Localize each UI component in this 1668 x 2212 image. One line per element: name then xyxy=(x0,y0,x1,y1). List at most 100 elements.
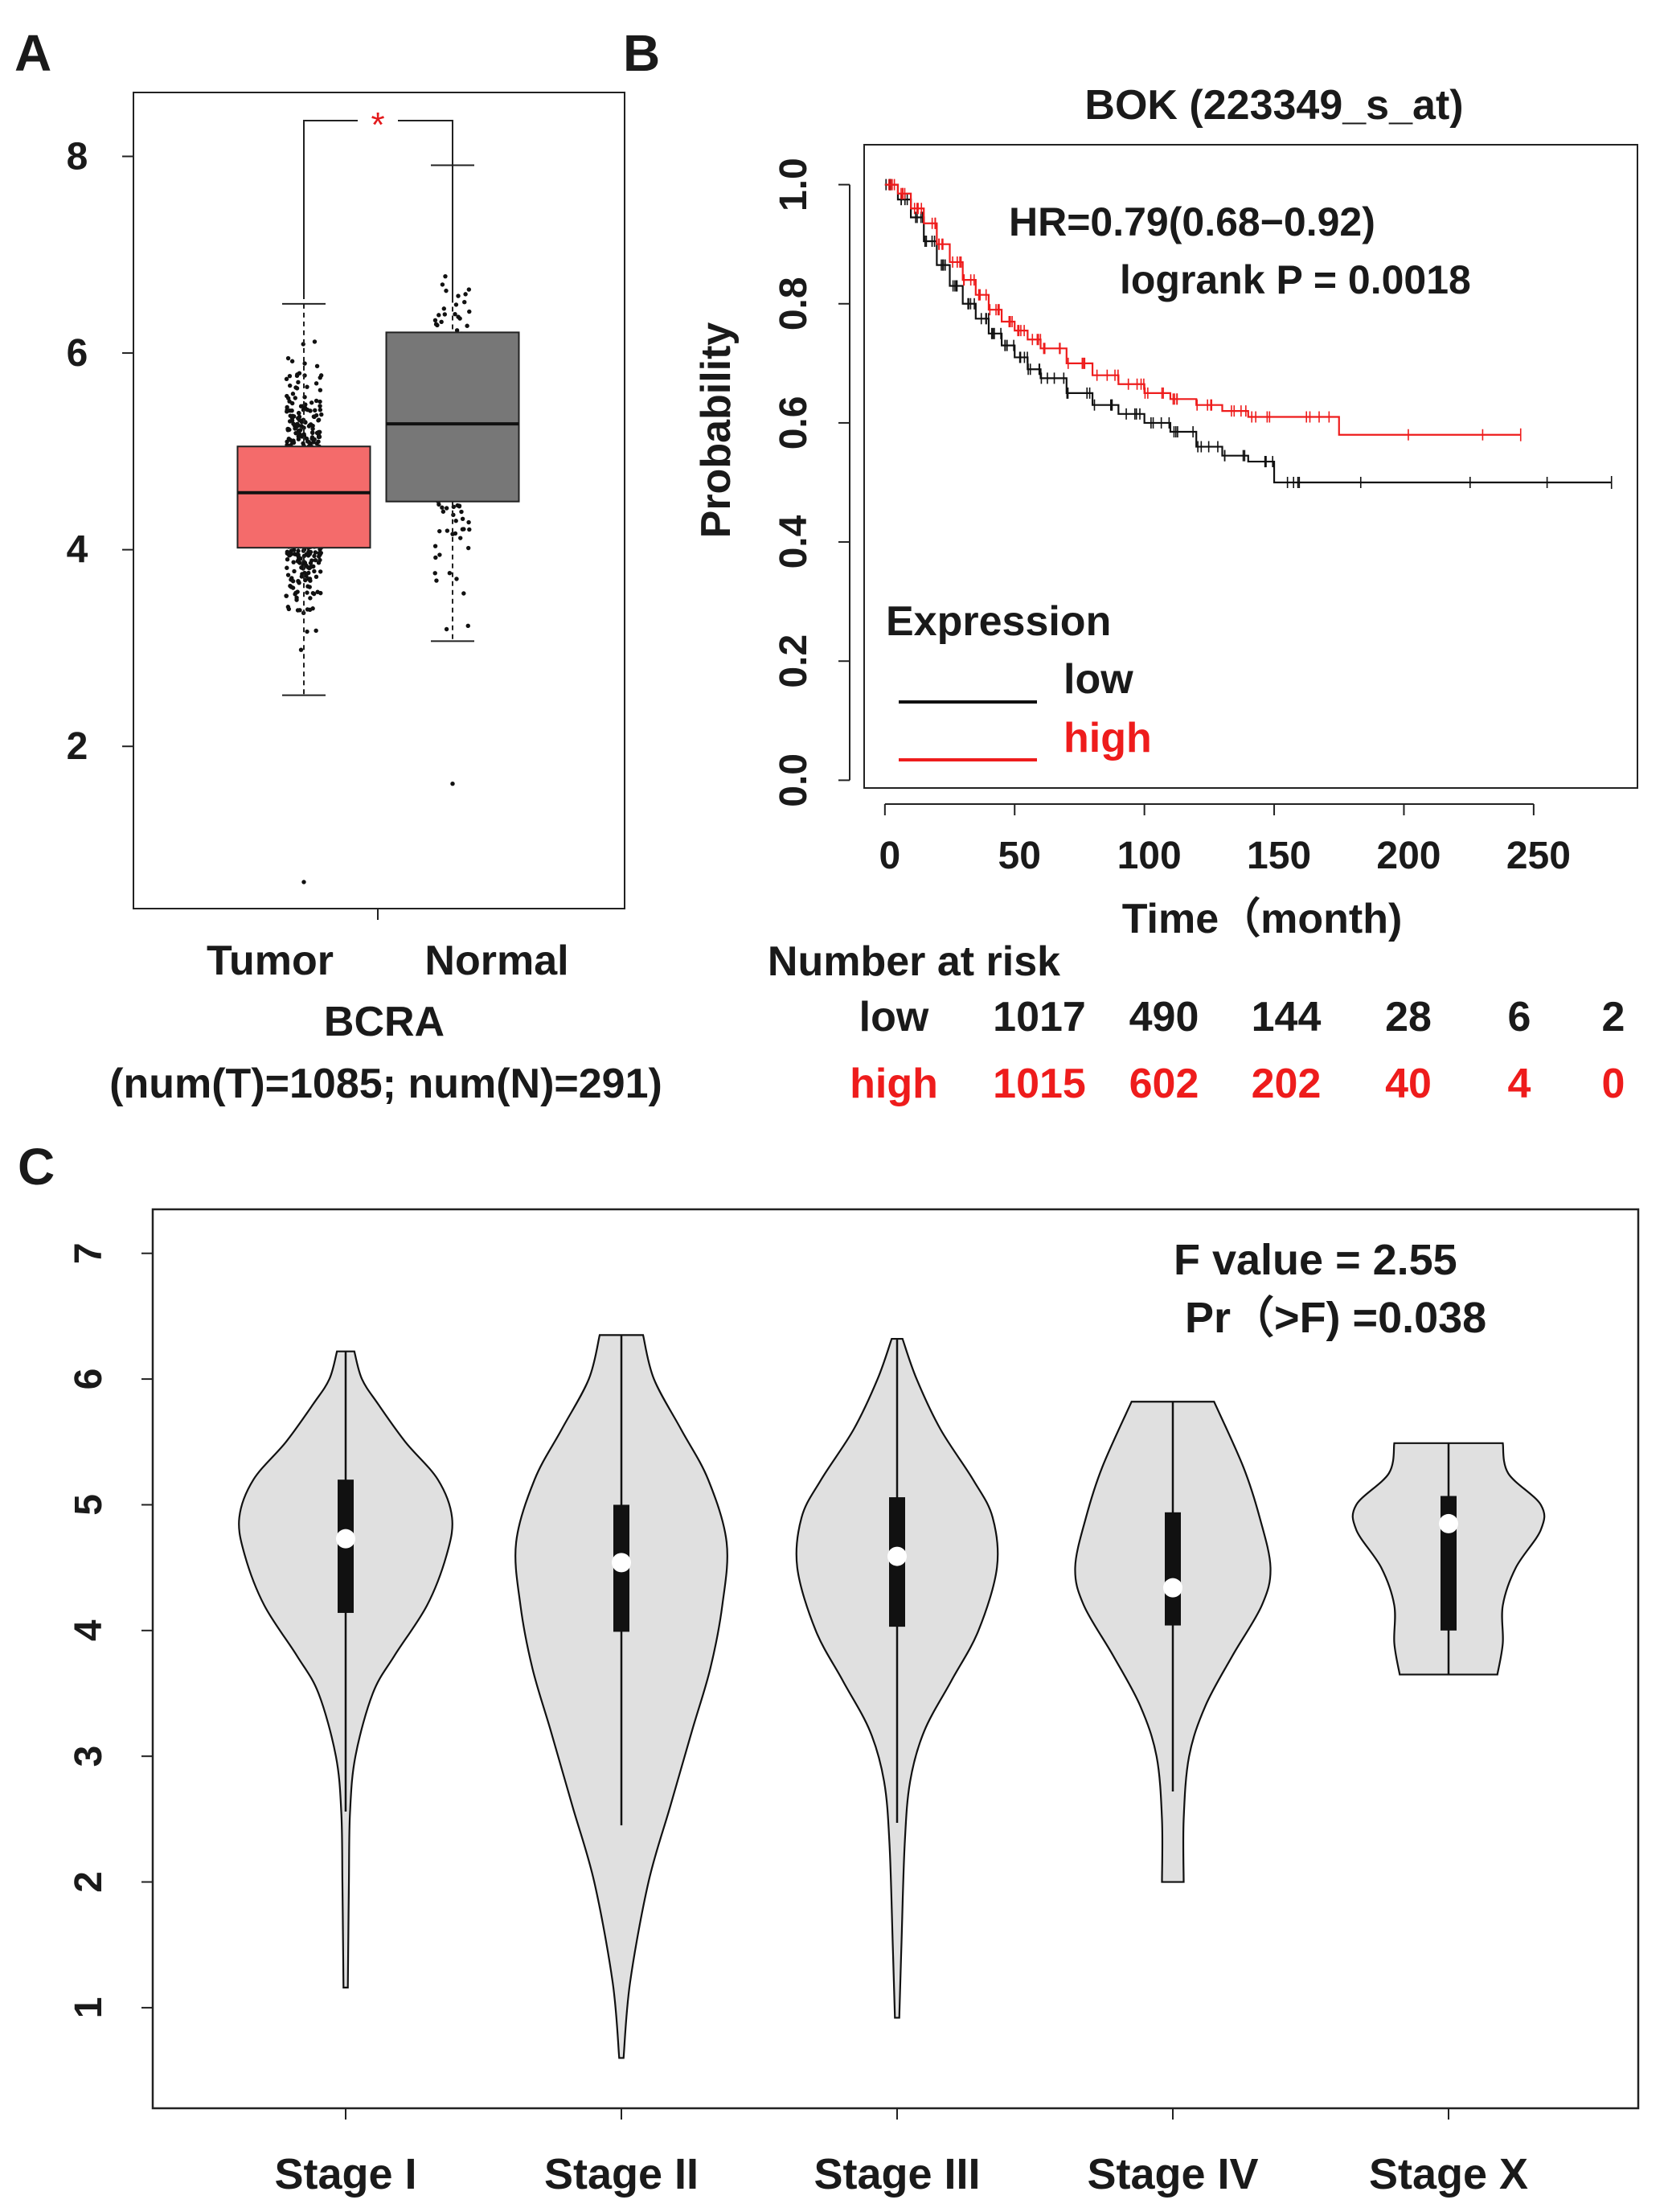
data-point xyxy=(295,372,300,377)
km-curve-high xyxy=(884,183,1521,436)
box-normal xyxy=(385,331,520,503)
data-point xyxy=(307,585,312,589)
data-point xyxy=(287,419,293,424)
km-y-tick-label-group: 1.0 xyxy=(773,158,815,211)
data-point xyxy=(299,574,305,579)
data-point xyxy=(437,528,442,534)
data-point xyxy=(301,553,307,559)
data-point xyxy=(292,568,297,574)
panel-c-y-tick-label-group: 3 xyxy=(68,1746,110,1767)
data-point xyxy=(285,409,289,414)
violin-median-dot xyxy=(887,1546,907,1566)
normal-label: Normal xyxy=(424,938,568,984)
data-point xyxy=(316,434,322,440)
data-point xyxy=(314,574,319,580)
data-point xyxy=(289,408,294,413)
data-point xyxy=(458,536,463,540)
significance-bracket-line xyxy=(303,120,453,299)
panel-c-y-tick-label: 6 xyxy=(68,1369,110,1390)
data-point xyxy=(286,606,292,612)
data-point xyxy=(312,568,317,574)
data-point xyxy=(444,288,449,293)
data-point xyxy=(299,565,304,570)
panel-b: B BOK (223349_s_at) 0.0 0.2 0.4 0.6 0.8 1.0 0 5… xyxy=(623,24,1638,1107)
panel-a-y-tick-label: 6 xyxy=(67,332,88,375)
panel-a-x-label: BCRA xyxy=(324,999,445,1045)
risk-table-title: Number at risk xyxy=(768,938,1060,985)
km-y-tick-label: 1.0 xyxy=(773,158,815,211)
data-point xyxy=(294,597,299,602)
data-point xyxy=(467,527,472,532)
data-point xyxy=(286,396,291,400)
data-point xyxy=(296,410,301,416)
data-point xyxy=(459,509,464,515)
data-point xyxy=(440,282,445,287)
panel-a-letter: A xyxy=(14,24,51,82)
risk-value: 6 xyxy=(1508,994,1531,1040)
stage-label: Stage IV xyxy=(1087,2150,1258,2198)
panel-c-y-tick-label: 1 xyxy=(68,1997,110,2019)
data-point xyxy=(467,309,472,314)
stage-label: Stage III xyxy=(814,2150,980,2198)
data-point xyxy=(311,591,317,597)
km-y-label: Probability xyxy=(693,322,740,539)
panel-c-y-tick-label-group: 2 xyxy=(68,1871,110,1893)
risk-value: 28 xyxy=(1385,994,1432,1040)
km-axes: 0.0 0.2 0.4 0.6 0.8 1.0 0 50 100 150 200 250 xyxy=(773,144,1638,877)
risk-value: 1017 xyxy=(993,994,1086,1040)
data-point xyxy=(453,312,457,317)
stage-label: Stage X xyxy=(1369,2150,1528,2198)
data-point xyxy=(296,579,301,585)
km-y-tick-label-group: 0.6 xyxy=(773,396,815,450)
risk-value: 202 xyxy=(1252,1061,1322,1107)
stage-label: Stage II xyxy=(544,2150,699,2198)
data-point xyxy=(436,502,441,507)
km-x-tick-label: 0 xyxy=(879,835,900,877)
km-x-tick-label: 100 xyxy=(1117,835,1182,877)
data-point xyxy=(298,647,304,652)
risk-value: 2 xyxy=(1602,994,1625,1040)
data-point xyxy=(293,426,297,431)
significance-star: * xyxy=(371,105,384,145)
data-point xyxy=(454,577,459,581)
data-point xyxy=(305,629,309,634)
data-point xyxy=(318,404,322,408)
data-point xyxy=(434,578,439,583)
data-point xyxy=(296,434,301,439)
data-point xyxy=(308,549,314,555)
panel-c-y-tick-label: 7 xyxy=(68,1242,110,1264)
data-point xyxy=(314,412,319,418)
data-point xyxy=(312,339,318,344)
data-point xyxy=(460,516,465,521)
panel-a: A 2 4 6 8 * Tumor Normal BCRA (num(T)=1085;… xyxy=(14,24,662,1107)
data-point xyxy=(290,585,296,590)
data-point xyxy=(466,519,471,525)
km-y-tick-label-group: 0.4 xyxy=(773,515,815,568)
data-point xyxy=(439,319,444,325)
panel-c-y-tick-label: 2 xyxy=(68,1871,110,1893)
data-point xyxy=(284,593,289,598)
data-point xyxy=(465,623,470,629)
data-point xyxy=(313,557,318,563)
data-point xyxy=(305,607,310,612)
data-point xyxy=(314,363,320,368)
data-point xyxy=(286,436,291,441)
data-point xyxy=(436,313,441,318)
data-point xyxy=(292,552,297,556)
legend-high-label: high xyxy=(1064,715,1152,761)
risk-value: 1015 xyxy=(993,1061,1086,1107)
data-point xyxy=(310,430,315,436)
panel-b-letter: B xyxy=(623,24,660,82)
data-point xyxy=(309,564,314,569)
data-point xyxy=(461,591,466,596)
data-point xyxy=(318,399,322,404)
data-point xyxy=(285,404,289,410)
data-point xyxy=(318,408,323,412)
panel-c-y-tick-label: 5 xyxy=(68,1494,110,1516)
data-point xyxy=(432,571,437,576)
data-point xyxy=(290,392,296,396)
data-point xyxy=(291,560,296,564)
